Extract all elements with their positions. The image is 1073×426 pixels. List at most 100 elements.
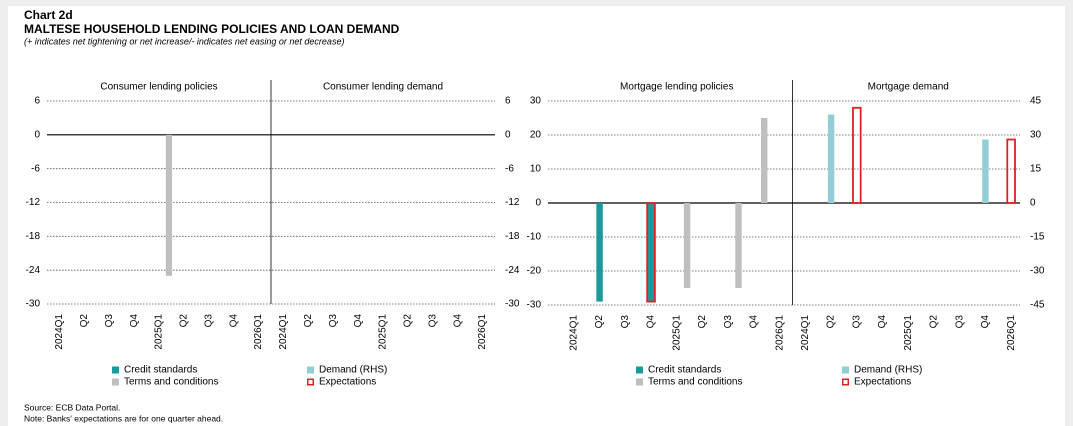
expectation-bar — [1006, 138, 1016, 204]
x-tick-label: Q3 — [328, 314, 339, 328]
bar — [647, 203, 655, 302]
y2-tick-label: 0 — [1030, 198, 1036, 209]
x-tick-label: Q3 — [620, 315, 631, 329]
y2-tick-label: -6 — [505, 163, 514, 174]
y-tick-label: -6 — [31, 163, 40, 174]
x-tick-label: 2024Q1 — [800, 315, 811, 351]
x-tick-label: 2025Q1 — [154, 314, 165, 350]
x-tick-label: Q3 — [427, 314, 438, 328]
legend-swatch — [842, 366, 849, 374]
legend-swatch — [636, 366, 643, 374]
expectation-bar — [852, 106, 862, 204]
legend-swatch — [842, 378, 849, 386]
y-tick-label: 30 — [530, 96, 542, 107]
x-tick-label: 2024Q1 — [278, 314, 289, 350]
legend-swatch — [307, 378, 314, 386]
legend-label: Expectations — [854, 377, 911, 388]
chart-subtitle: (+ indicates net tightening or net incre… — [24, 36, 344, 46]
legend-swatch — [307, 366, 314, 374]
x-tick-label: 2024Q1 — [569, 315, 580, 351]
x-tick-label: Q4 — [646, 315, 657, 329]
panel-title: Consumer lending policies — [100, 82, 217, 93]
bar — [760, 118, 768, 203]
bar — [735, 203, 742, 288]
y2-tick-label: -15 — [1030, 232, 1045, 243]
y-tick-label: 10 — [530, 164, 542, 175]
legend-label: Terms and conditions — [648, 377, 743, 388]
y2-tick-label: -24 — [505, 265, 520, 276]
x-tick-label: 2026Q1 — [1006, 315, 1017, 351]
x-tick-label: Q3 — [954, 315, 965, 329]
y2-tick-label: -18 — [505, 231, 520, 242]
chart-title: MALTESE HOUSEHOLD LENDING POLICIES AND L… — [24, 22, 400, 36]
x-tick-label: Q4 — [980, 315, 991, 329]
legend-swatch — [636, 378, 643, 386]
chart-label: Chart 2d — [24, 8, 73, 22]
x-tick-label: 2025Q1 — [378, 314, 389, 350]
y-tick-label: -24 — [26, 265, 41, 276]
x-tick-label: Q3 — [723, 315, 734, 329]
y2-tick-label: 15 — [1030, 164, 1042, 175]
bar — [982, 139, 989, 203]
bar — [596, 203, 603, 302]
y-tick-label: -10 — [527, 232, 542, 243]
legend-swatch — [112, 366, 119, 374]
x-tick-label: Q2 — [929, 315, 940, 329]
x-tick-label: Q2 — [403, 314, 414, 328]
x-tick-label: Q3 — [104, 314, 115, 328]
x-tick-label: 2025Q1 — [671, 315, 682, 351]
legend-label: Demand (RHS) — [319, 365, 387, 376]
x-tick-label: Q4 — [749, 315, 760, 329]
x-tick-label: Q3 — [851, 315, 862, 329]
x-tick-label: 2026Q1 — [774, 315, 785, 351]
legend-label: Credit standards — [124, 365, 197, 376]
x-tick-label: Q2 — [303, 314, 314, 328]
y-tick-label: -30 — [527, 300, 542, 311]
x-tick-label: Q2 — [594, 315, 605, 329]
x-tick-label: 2025Q1 — [903, 315, 914, 351]
bar — [827, 114, 835, 203]
x-tick-label: Q2 — [79, 314, 90, 328]
y2-tick-label: -30 — [505, 299, 520, 310]
y-tick-label: 0 — [535, 198, 541, 209]
y-tick-label: -20 — [527, 266, 542, 277]
y2-tick-label: -30 — [1030, 266, 1045, 277]
x-tick-label: Q4 — [129, 314, 140, 328]
x-tick-label: Q2 — [697, 315, 708, 329]
x-tick-label: 2024Q1 — [54, 314, 65, 350]
y2-tick-label: -45 — [1030, 300, 1045, 311]
legend-swatch — [112, 378, 119, 386]
x-tick-label: Q3 — [203, 314, 214, 328]
expectation-bar — [646, 202, 656, 303]
y-tick-label: 20 — [530, 130, 542, 141]
y-tick-label: 6 — [34, 96, 40, 107]
y2-tick-label: 45 — [1030, 96, 1042, 107]
x-tick-label: Q2 — [826, 315, 837, 329]
y2-tick-label: 30 — [1030, 130, 1042, 141]
legend-label: Demand (RHS) — [854, 365, 922, 376]
x-tick-label: 2026Q1 — [477, 314, 488, 350]
y2-tick-label: 6 — [505, 96, 511, 107]
legend-label: Terms and conditions — [124, 377, 219, 388]
x-tick-label: Q4 — [877, 315, 888, 329]
panel-title: Consumer lending demand — [323, 82, 443, 93]
x-tick-label: 2026Q1 — [253, 314, 264, 350]
bar — [683, 203, 691, 288]
source: Source: ECB Data Portal. — [24, 402, 120, 412]
legend-label: Expectations — [319, 377, 376, 388]
y-tick-label: -12 — [26, 197, 41, 208]
note: Note: Banks' expectations are for one qu… — [24, 413, 223, 423]
y2-tick-label: -12 — [505, 197, 520, 208]
x-tick-label: Q4 — [353, 314, 364, 328]
panel-title: Mortgage lending policies — [620, 82, 733, 93]
legend-label: Credit standards — [648, 365, 721, 376]
panel-title: Mortgage demand — [868, 82, 949, 93]
x-tick-label: Q4 — [452, 314, 463, 328]
bar — [165, 134, 173, 276]
y2-tick-label: 0 — [505, 129, 511, 140]
y-tick-label: -18 — [26, 231, 41, 242]
y-tick-label: 0 — [34, 129, 40, 140]
x-tick-label: Q4 — [228, 314, 239, 328]
